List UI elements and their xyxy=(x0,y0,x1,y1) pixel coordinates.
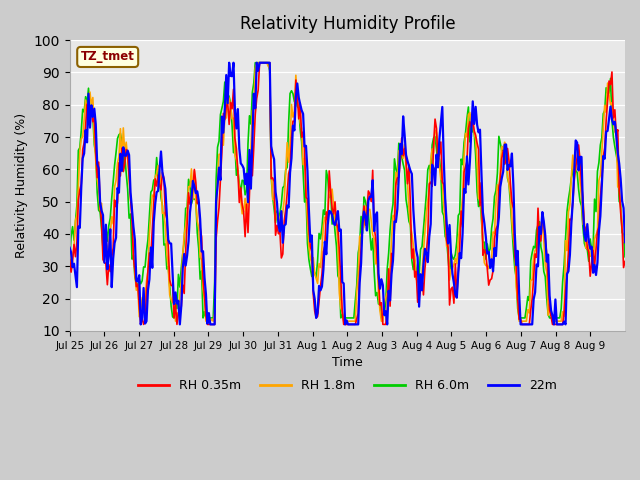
22m xyxy=(84,91,92,96)
RH 1.8m xyxy=(547,309,555,315)
RH 1.8m xyxy=(172,318,179,324)
22m xyxy=(465,181,472,187)
Legend: RH 0.35m, RH 1.8m, RH 6.0m, 22m: RH 0.35m, RH 1.8m, RH 6.0m, 22m xyxy=(132,374,562,397)
Text: TZ_tmet: TZ_tmet xyxy=(81,50,134,63)
RH 0.35m xyxy=(355,311,362,316)
RH 6.0m xyxy=(170,315,178,321)
Y-axis label: Relativity Humidity (%): Relativity Humidity (%) xyxy=(15,113,28,258)
RH 6.0m xyxy=(355,250,362,256)
Line: 22m: 22m xyxy=(70,63,625,324)
Line: RH 0.35m: RH 0.35m xyxy=(70,63,625,324)
22m xyxy=(547,308,555,313)
RH 0.35m xyxy=(66,257,74,263)
22m xyxy=(102,222,109,228)
RH 6.0m xyxy=(102,225,109,230)
RH 6.0m xyxy=(252,60,259,66)
RH 0.35m xyxy=(102,261,109,266)
RH 6.0m xyxy=(465,104,472,110)
RH 0.35m xyxy=(137,322,145,327)
RH 1.8m xyxy=(465,112,472,118)
RH 0.35m xyxy=(84,121,92,127)
RH 1.8m xyxy=(66,255,74,261)
RH 1.8m xyxy=(102,240,109,246)
RH 6.0m xyxy=(84,85,92,91)
22m xyxy=(66,245,74,251)
Line: RH 1.8m: RH 1.8m xyxy=(70,63,625,321)
RH 0.35m xyxy=(256,60,264,66)
RH 0.35m xyxy=(621,259,629,264)
Title: Relativity Humidity Profile: Relativity Humidity Profile xyxy=(239,15,455,33)
22m xyxy=(621,240,629,245)
RH 1.8m xyxy=(621,237,629,243)
22m xyxy=(355,322,362,327)
Line: RH 6.0m: RH 6.0m xyxy=(70,63,625,318)
RH 1.8m xyxy=(84,100,92,106)
22m xyxy=(137,322,145,327)
RH 6.0m xyxy=(621,254,629,260)
RH 1.8m xyxy=(620,239,627,245)
RH 6.0m xyxy=(547,315,555,321)
RH 0.35m xyxy=(465,125,472,131)
RH 1.8m xyxy=(355,273,362,278)
RH 6.0m xyxy=(620,232,627,238)
RH 6.0m xyxy=(66,260,74,265)
22m xyxy=(225,60,233,66)
X-axis label: Time: Time xyxy=(332,356,363,369)
22m xyxy=(620,205,627,211)
RH 0.35m xyxy=(547,313,555,319)
RH 1.8m xyxy=(253,60,260,66)
RH 0.35m xyxy=(620,264,627,270)
